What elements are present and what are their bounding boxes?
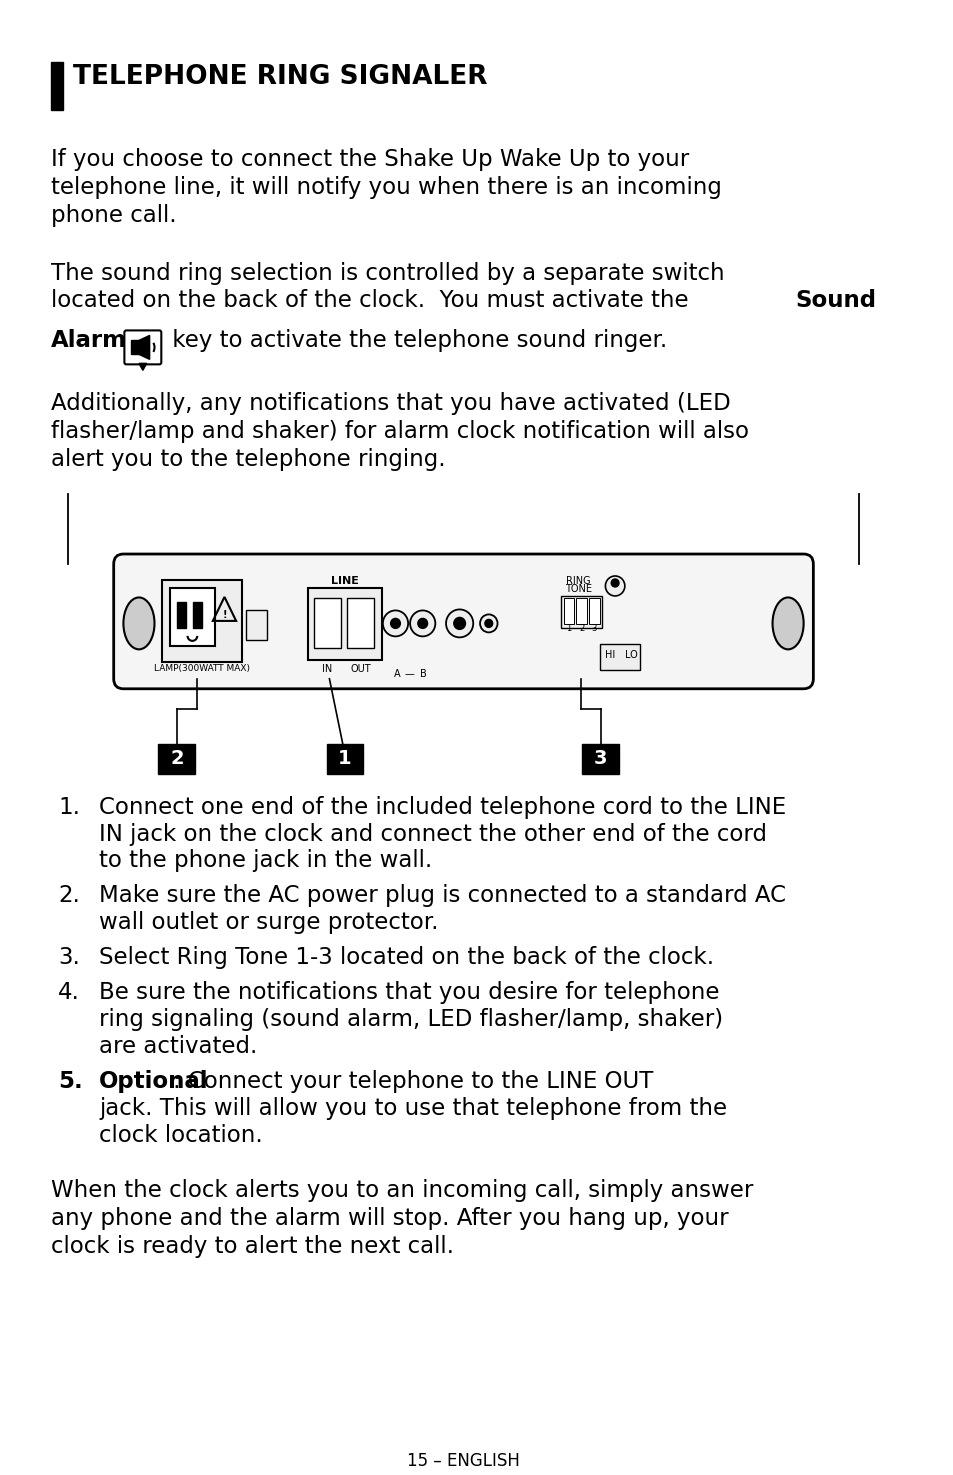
- Text: IN jack on the clock and connect the other end of the cord: IN jack on the clock and connect the oth…: [99, 823, 766, 845]
- Text: flasher/lamp and shaker) for alarm clock notification will also: flasher/lamp and shaker) for alarm clock…: [51, 420, 748, 444]
- Text: 2: 2: [578, 624, 583, 633]
- Bar: [588, 597, 598, 624]
- Text: HI: HI: [605, 650, 615, 659]
- Text: 15 – ENGLISH: 15 – ENGLISH: [407, 1453, 519, 1471]
- Text: 4.: 4.: [58, 981, 80, 1004]
- Text: 1: 1: [566, 624, 571, 633]
- Text: 1.: 1.: [58, 795, 80, 819]
- Circle shape: [390, 618, 400, 628]
- Bar: [132, 341, 139, 354]
- Bar: [347, 597, 374, 648]
- Text: Make sure the AC power plug is connected to a standard AC: Make sure the AC power plug is connected…: [99, 885, 785, 907]
- Bar: [598, 645, 639, 670]
- Text: A: A: [394, 668, 399, 679]
- Text: are activated.: are activated.: [99, 1035, 257, 1058]
- Circle shape: [446, 609, 473, 637]
- FancyBboxPatch shape: [124, 330, 161, 364]
- Text: TELEPHONE RING SIGNALER: TELEPHONE RING SIGNALER: [72, 63, 487, 90]
- Text: key to activate the telephone sound ringer.: key to activate the telephone sound ring…: [165, 329, 667, 353]
- Text: TONE: TONE: [564, 584, 591, 594]
- Text: 5.: 5.: [58, 1069, 83, 1093]
- Bar: [193, 602, 202, 628]
- Text: LO: LO: [624, 650, 637, 659]
- Text: The sound ring selection is controlled by a separate switch: The sound ring selection is controlled b…: [51, 261, 723, 285]
- Text: located on the back of the clock.  You must activate the: located on the back of the clock. You mu…: [51, 289, 695, 313]
- Bar: [314, 597, 341, 648]
- Text: alert you to the telephone ringing.: alert you to the telephone ringing.: [51, 448, 445, 471]
- Text: —: —: [404, 668, 414, 679]
- Text: phone call.: phone call.: [51, 204, 176, 227]
- Text: !: !: [222, 611, 227, 620]
- Text: 2.: 2.: [58, 885, 80, 907]
- Circle shape: [611, 580, 618, 587]
- Text: B: B: [419, 668, 426, 679]
- Text: jack. This will allow you to use that telephone from the: jack. This will allow you to use that te…: [99, 1097, 726, 1120]
- Bar: [581, 743, 618, 773]
- Text: LINE: LINE: [331, 575, 358, 586]
- Bar: [563, 597, 574, 624]
- Bar: [576, 597, 586, 624]
- Text: 3: 3: [593, 749, 607, 768]
- Bar: [560, 596, 601, 628]
- Bar: [326, 743, 363, 773]
- Text: OUT: OUT: [350, 664, 371, 674]
- Circle shape: [484, 620, 492, 627]
- Text: RING: RING: [565, 575, 590, 586]
- Text: Sound: Sound: [795, 289, 876, 313]
- Bar: [176, 602, 186, 628]
- Text: ring signaling (sound alarm, LED flasher/lamp, shaker): ring signaling (sound alarm, LED flasher…: [99, 1009, 722, 1031]
- Bar: [162, 580, 242, 662]
- Bar: [51, 62, 63, 109]
- Text: clock is ready to alert the next call.: clock is ready to alert the next call.: [51, 1235, 453, 1258]
- Text: 1: 1: [337, 749, 352, 768]
- Ellipse shape: [123, 597, 154, 649]
- Text: Be sure the notifications that you desire for telephone: Be sure the notifications that you desir…: [99, 981, 719, 1004]
- FancyBboxPatch shape: [113, 555, 813, 689]
- Bar: [170, 589, 214, 646]
- Text: 2: 2: [170, 749, 184, 768]
- Bar: [246, 611, 267, 640]
- Circle shape: [605, 575, 624, 596]
- Bar: [308, 589, 381, 659]
- Text: Alarm: Alarm: [51, 329, 127, 353]
- Text: clock location.: clock location.: [99, 1124, 263, 1148]
- Circle shape: [454, 618, 465, 630]
- Bar: [158, 743, 195, 773]
- Text: any phone and the alarm will stop. After you hang up, your: any phone and the alarm will stop. After…: [51, 1207, 727, 1230]
- Text: : Connect your telephone to the LINE OUT: : Connect your telephone to the LINE OUT: [172, 1069, 653, 1093]
- Text: Additionally, any notifications that you have activated (LED: Additionally, any notifications that you…: [51, 392, 729, 416]
- Circle shape: [417, 618, 427, 628]
- Circle shape: [479, 615, 497, 633]
- Text: If you choose to connect the Shake Up Wake Up to your: If you choose to connect the Shake Up Wa…: [51, 148, 688, 171]
- Polygon shape: [139, 335, 150, 360]
- Text: Optional: Optional: [99, 1069, 209, 1093]
- Text: When the clock alerts you to an incoming call, simply answer: When the clock alerts you to an incoming…: [51, 1179, 752, 1202]
- Circle shape: [382, 611, 408, 636]
- Ellipse shape: [772, 597, 802, 649]
- Text: Select Ring Tone 1-3 located on the back of the clock.: Select Ring Tone 1-3 located on the back…: [99, 947, 714, 969]
- Text: 3: 3: [591, 624, 597, 633]
- Text: IN: IN: [322, 664, 333, 674]
- Text: telephone line, it will notify you when there is an incoming: telephone line, it will notify you when …: [51, 176, 720, 199]
- Text: to the phone jack in the wall.: to the phone jack in the wall.: [99, 850, 432, 873]
- Text: 3.: 3.: [58, 947, 80, 969]
- Polygon shape: [139, 363, 147, 370]
- Text: wall outlet or surge protector.: wall outlet or surge protector.: [99, 912, 438, 934]
- Circle shape: [410, 611, 435, 636]
- Text: Connect one end of the included telephone cord to the LINE: Connect one end of the included telephon…: [99, 795, 785, 819]
- Text: LAMP(300WATT MAX): LAMP(300WATT MAX): [154, 664, 250, 673]
